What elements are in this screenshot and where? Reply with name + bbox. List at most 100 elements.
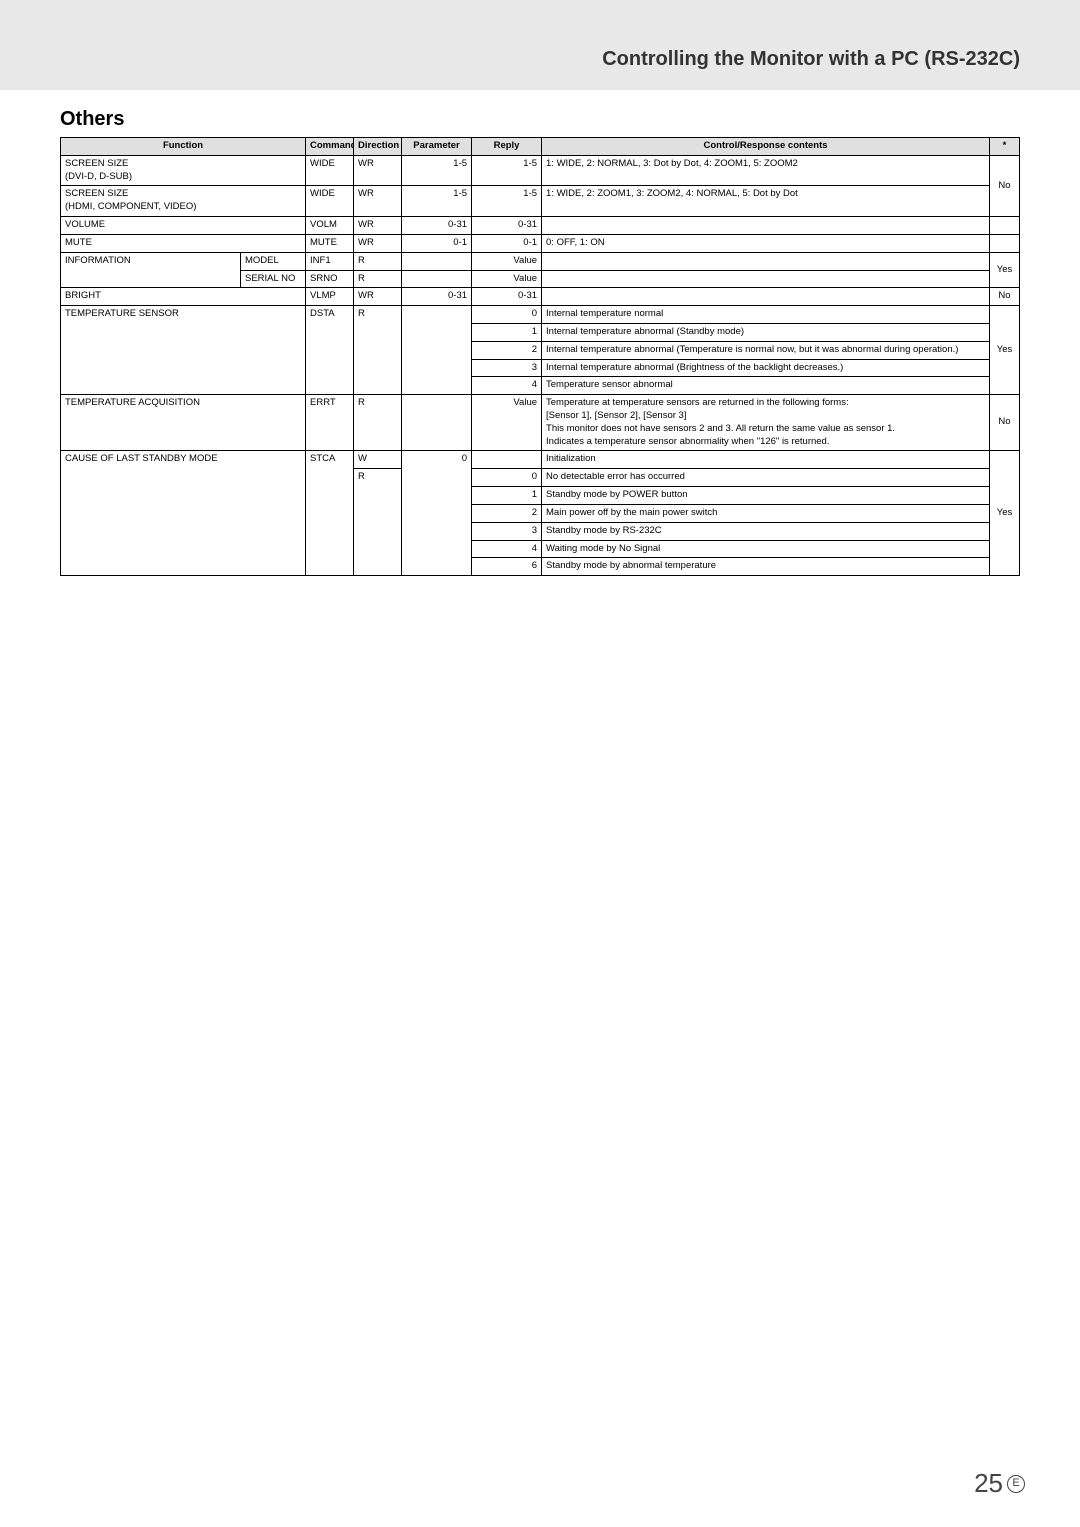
- cell: R: [354, 469, 402, 576]
- cell: 2: [472, 504, 542, 522]
- cell: WR: [354, 234, 402, 252]
- cell: Standby mode by RS-232C: [542, 522, 990, 540]
- cell: 0-31: [472, 288, 542, 306]
- cell: 0: [472, 306, 542, 324]
- cell: WIDE: [306, 155, 354, 186]
- cell: MUTE: [61, 234, 306, 252]
- cell: SERIAL NO: [241, 270, 306, 288]
- cell: [402, 395, 472, 451]
- cell: [542, 288, 990, 306]
- cell: WR: [354, 288, 402, 306]
- cell: 0: [402, 451, 472, 576]
- language-badge: E: [1007, 1475, 1025, 1493]
- cell: 0-31: [402, 217, 472, 235]
- cell: Main power off by the main power switch: [542, 504, 990, 522]
- cell: CAUSE OF LAST STANDBY MODE: [61, 451, 306, 576]
- th-content: Control/Response contents: [542, 138, 990, 156]
- th-function: Function: [61, 138, 306, 156]
- table-row: TEMPERATURE SENSOR DSTA R 0 Internal tem…: [61, 306, 1020, 324]
- cell: 1: [472, 487, 542, 505]
- cell: No: [990, 288, 1020, 306]
- cell: INFORMATION: [61, 252, 241, 288]
- cell: Value: [472, 252, 542, 270]
- cell: WR: [354, 155, 402, 186]
- cell: 0-31: [472, 217, 542, 235]
- th-direction: Direction: [354, 138, 402, 156]
- cell: 1-5: [472, 155, 542, 186]
- cell: Internal temperature normal: [542, 306, 990, 324]
- cell: Initialization: [542, 451, 990, 469]
- table-row: VOLUME VOLM WR 0-31 0-31: [61, 217, 1020, 235]
- cell: INF1: [306, 252, 354, 270]
- table-row: SCREEN SIZE (HDMI, COMPONENT, VIDEO) WID…: [61, 186, 1020, 217]
- cell: [402, 270, 472, 288]
- table-row: BRIGHT VLMP WR 0-31 0-31 No: [61, 288, 1020, 306]
- page-number-value: 25: [974, 1468, 1003, 1499]
- cell: 6: [472, 558, 542, 576]
- cell: W: [354, 451, 402, 469]
- cell: 0: OFF, 1: ON: [542, 234, 990, 252]
- page-header-title: Controlling the Monitor with a PC (RS-23…: [602, 48, 1020, 71]
- cell: R: [354, 306, 402, 395]
- cell: SCREEN SIZE (DVI-D, D-SUB): [61, 155, 306, 186]
- th-command: Command: [306, 138, 354, 156]
- cell: 1-5: [402, 155, 472, 186]
- cell: 1: WIDE, 2: NORMAL, 3: Dot by Dot, 4: ZO…: [542, 155, 990, 186]
- cell: 0-1: [402, 234, 472, 252]
- cell: DSTA: [306, 306, 354, 395]
- cell: TEMPERATURE SENSOR: [61, 306, 306, 395]
- cell: MODEL: [241, 252, 306, 270]
- table-row: SCREEN SIZE (DVI-D, D-SUB) WIDE WR 1-5 1…: [61, 155, 1020, 186]
- cell: Value: [472, 395, 542, 451]
- cell: TEMPERATURE ACQUISITION: [61, 395, 306, 451]
- cell: 4: [472, 540, 542, 558]
- cell: [542, 252, 990, 270]
- cell: R: [354, 252, 402, 270]
- cell: SCREEN SIZE (HDMI, COMPONENT, VIDEO): [61, 186, 306, 217]
- cell: [402, 306, 472, 395]
- cell: 0-1: [472, 234, 542, 252]
- cell: Internal temperature abnormal (Temperatu…: [542, 341, 990, 359]
- cell: Yes: [990, 252, 1020, 288]
- cell: ERRT: [306, 395, 354, 451]
- header-band: Controlling the Monitor with a PC (RS-23…: [0, 0, 1080, 90]
- cell: 0: [472, 469, 542, 487]
- cell: No detectable error has occurred: [542, 469, 990, 487]
- th-star: *: [990, 138, 1020, 156]
- cell: SRNO: [306, 270, 354, 288]
- cell: WR: [354, 186, 402, 217]
- cell: [542, 270, 990, 288]
- th-reply: Reply: [472, 138, 542, 156]
- command-table: Function Command Direction Parameter Rep…: [60, 137, 1020, 576]
- cell: WR: [354, 217, 402, 235]
- section-title: Others: [60, 108, 1020, 131]
- cell: 0-31: [402, 288, 472, 306]
- cell: No: [990, 155, 1020, 216]
- cell: 1-5: [402, 186, 472, 217]
- cell: [990, 234, 1020, 252]
- cell: 1-5: [472, 186, 542, 217]
- table-row: INFORMATION MODEL INF1 R Value Yes: [61, 252, 1020, 270]
- cell: WIDE: [306, 186, 354, 217]
- table-row: MUTE MUTE WR 0-1 0-1 0: OFF, 1: ON: [61, 234, 1020, 252]
- cell: 3: [472, 359, 542, 377]
- cell: 2: [472, 341, 542, 359]
- page-number: 25 E: [974, 1468, 1025, 1499]
- cell: Internal temperature abnormal (Brightnes…: [542, 359, 990, 377]
- cell: No: [990, 395, 1020, 451]
- cell: Temperature sensor abnormal: [542, 377, 990, 395]
- cell: Internal temperature abnormal (Standby m…: [542, 323, 990, 341]
- cell: BRIGHT: [61, 288, 306, 306]
- cell: 3: [472, 522, 542, 540]
- cell: [542, 217, 990, 235]
- cell: [402, 252, 472, 270]
- cell: Standby mode by abnormal temperature: [542, 558, 990, 576]
- cell: MUTE: [306, 234, 354, 252]
- cell: Temperature at temperature sensors are r…: [542, 395, 990, 451]
- table-row: CAUSE OF LAST STANDBY MODE STCA W 0 Init…: [61, 451, 1020, 469]
- cell: Standby mode by POWER button: [542, 487, 990, 505]
- content-area: Others Function Command Direction Parame…: [0, 90, 1080, 576]
- th-parameter: Parameter: [402, 138, 472, 156]
- cell: [472, 451, 542, 469]
- cell: R: [354, 395, 402, 451]
